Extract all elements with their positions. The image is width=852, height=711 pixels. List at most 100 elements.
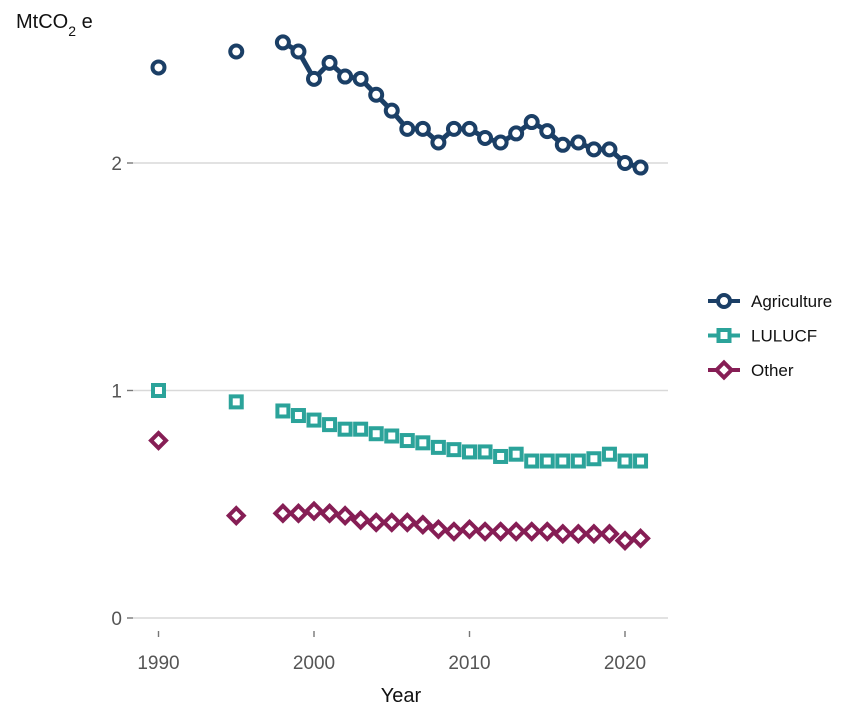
point-other-2008 bbox=[428, 518, 449, 540]
point-agriculture-2006 bbox=[399, 120, 416, 137]
y-axis-title-base: MtCO bbox=[16, 11, 68, 33]
series-other bbox=[148, 430, 651, 551]
point-other-2021 bbox=[630, 528, 651, 549]
point-other-2006 bbox=[396, 512, 418, 533]
y-tick-label-1: 1 bbox=[111, 382, 122, 403]
point-agriculture-2007 bbox=[414, 120, 431, 137]
legend-item-agriculture: Agriculture bbox=[708, 292, 832, 311]
point-other-2016 bbox=[552, 523, 574, 545]
legend-marker-other bbox=[713, 359, 735, 381]
point-other-2019 bbox=[599, 523, 620, 545]
point-lulucf-2015 bbox=[539, 453, 555, 469]
y-axis-title-sub: 2 bbox=[68, 23, 76, 39]
point-other-2018 bbox=[583, 523, 605, 545]
point-agriculture-2011 bbox=[477, 129, 494, 146]
point-lulucf-2004 bbox=[368, 426, 384, 442]
legend-label-other: Other bbox=[751, 361, 794, 380]
point-lulucf-2001 bbox=[322, 417, 338, 433]
y-tick-label-2: 2 bbox=[111, 154, 122, 175]
point-agriculture-2015 bbox=[539, 123, 556, 140]
legend-label-lulucf: LULUCF bbox=[751, 327, 817, 346]
point-agriculture-2016 bbox=[554, 136, 571, 153]
point-lulucf-2020 bbox=[617, 453, 633, 469]
point-other-2015 bbox=[536, 521, 558, 542]
series-agriculture bbox=[150, 34, 649, 176]
point-agriculture-1995 bbox=[228, 43, 245, 60]
point-other-2009 bbox=[443, 521, 465, 542]
point-agriculture-1999 bbox=[290, 43, 307, 60]
series-lulucf bbox=[151, 383, 649, 469]
point-lulucf-2021 bbox=[633, 453, 649, 469]
point-other-2017 bbox=[568, 523, 589, 545]
point-other-2007 bbox=[412, 514, 434, 536]
point-agriculture-2000 bbox=[306, 70, 322, 87]
point-other-2011 bbox=[474, 521, 496, 542]
legend-marker-agriculture bbox=[716, 293, 732, 309]
point-other-2001 bbox=[319, 503, 340, 524]
legend-item-lulucf: LULUCF bbox=[708, 327, 817, 346]
x-tick-label-2020: 2020 bbox=[604, 653, 646, 674]
point-lulucf-2008 bbox=[430, 439, 446, 455]
y-tick-label-0: 0 bbox=[111, 609, 122, 630]
point-lulucf-2011 bbox=[477, 444, 493, 460]
point-agriculture-2010 bbox=[461, 120, 478, 137]
point-other-2003 bbox=[350, 509, 371, 531]
point-agriculture-2021 bbox=[632, 159, 649, 176]
point-lulucf-2010 bbox=[462, 444, 477, 460]
point-agriculture-2001 bbox=[321, 54, 338, 71]
point-other-2002 bbox=[334, 505, 356, 526]
point-other-2014 bbox=[521, 521, 543, 542]
point-lulucf-2009 bbox=[446, 442, 462, 458]
point-agriculture-2003 bbox=[352, 70, 369, 87]
point-other-1999 bbox=[288, 503, 309, 524]
point-lulucf-2002 bbox=[337, 421, 353, 437]
point-agriculture-1998 bbox=[274, 34, 291, 51]
point-other-2010 bbox=[459, 518, 480, 540]
point-other-2004 bbox=[365, 512, 387, 533]
point-other-2005 bbox=[381, 512, 403, 533]
point-lulucf-2018 bbox=[586, 451, 602, 467]
point-lulucf-2019 bbox=[601, 446, 617, 462]
point-other-1998 bbox=[272, 503, 294, 524]
point-lulucf-2017 bbox=[570, 453, 586, 469]
point-agriculture-1990 bbox=[150, 59, 167, 76]
point-lulucf-2000 bbox=[306, 412, 322, 428]
point-other-2000 bbox=[303, 500, 325, 522]
point-other-1995 bbox=[225, 505, 247, 526]
point-agriculture-2017 bbox=[570, 134, 587, 151]
point-lulucf-2016 bbox=[555, 453, 571, 469]
point-lulucf-2003 bbox=[353, 421, 369, 437]
legend: Agriculture LULUCF Other bbox=[708, 292, 832, 381]
x-axis-title: Year bbox=[381, 685, 422, 707]
point-other-2013 bbox=[505, 521, 527, 542]
y-axis-title-suffix: e bbox=[76, 11, 93, 33]
point-lulucf-2007 bbox=[415, 435, 431, 451]
point-lulucf-1995 bbox=[228, 394, 244, 410]
point-lulucf-2014 bbox=[524, 453, 540, 469]
point-agriculture-2012 bbox=[492, 134, 509, 151]
point-agriculture-2002 bbox=[337, 68, 354, 85]
point-other-1990 bbox=[148, 430, 169, 451]
legend-label-agriculture: Agriculture bbox=[751, 292, 832, 311]
point-lulucf-1998 bbox=[275, 403, 291, 419]
point-other-2020 bbox=[614, 530, 636, 551]
point-other-2012 bbox=[490, 521, 511, 542]
point-lulucf-2012 bbox=[493, 448, 509, 464]
x-tick-label-2000: 2000 bbox=[293, 653, 335, 674]
point-lulucf-2013 bbox=[508, 446, 524, 462]
point-agriculture-2018 bbox=[585, 141, 602, 158]
point-agriculture-2014 bbox=[523, 114, 540, 131]
x-tick-label-2010: 2010 bbox=[448, 653, 490, 674]
point-agriculture-2005 bbox=[383, 102, 400, 119]
x-tick-label-1990: 1990 bbox=[137, 653, 179, 674]
point-lulucf-1990 bbox=[151, 383, 166, 398]
point-lulucf-2005 bbox=[384, 428, 400, 444]
point-agriculture-2004 bbox=[368, 86, 385, 103]
y-axis-title: MtCO2 e bbox=[16, 11, 93, 39]
point-agriculture-2009 bbox=[445, 120, 462, 137]
point-agriculture-2008 bbox=[430, 134, 447, 151]
legend-item-other: Other bbox=[708, 359, 794, 381]
gridlines bbox=[133, 162, 668, 619]
